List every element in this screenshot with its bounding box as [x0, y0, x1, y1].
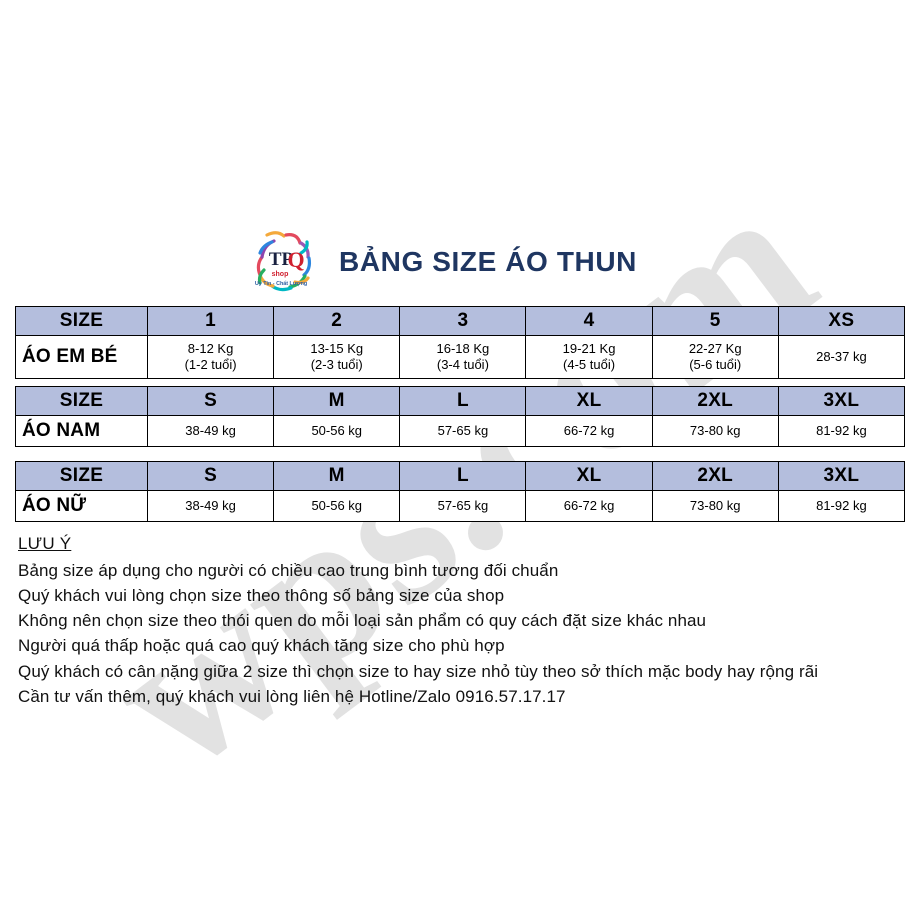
- note-line: Người quá thấp hoặc quá cao quý khách tă…: [18, 636, 505, 656]
- svg-text:Uy Tín - Chất Lượng: Uy Tín - Chất Lượng: [255, 280, 307, 287]
- svg-text:Q: Q: [287, 247, 304, 272]
- header-col-5: 5: [651, 306, 779, 336]
- cell-2: 50-56 kg: [273, 490, 401, 522]
- notes-heading: LƯU Ý: [18, 534, 72, 553]
- cell-3: 16-18 Kg (3-4 tuổi): [399, 335, 527, 379]
- header-col-1: 1: [146, 306, 275, 336]
- page-title: BẢNG SIZE ÁO THUN: [339, 246, 637, 277]
- header-col-6: XS: [777, 306, 906, 336]
- cell-weight: 16-18 Kg: [436, 340, 490, 356]
- header-size-label: SIZE: [15, 461, 148, 491]
- chart-header: TP Q shop Uy Tín - Chất Lượng BẢNG SIZE …: [0, 222, 922, 302]
- cell-weight: 28-37 kg: [816, 348, 867, 364]
- table-row: ÁO NAM 38-49 kg 50-56 kg 57-65 kg 66-72 …: [15, 415, 906, 447]
- cell-age: (2-3 tuổi): [310, 357, 363, 372]
- cell-age: (4-5 tuổi): [563, 357, 616, 372]
- table-row: ÁO EM BÉ 8-12 Kg (1-2 tuổi) 13-15 Kg (2-…: [15, 335, 906, 379]
- cell-weight: 8-12 Kg: [187, 340, 234, 356]
- svg-text:TP: TP: [269, 249, 294, 270]
- cell-5: 22-27 Kg (5-6 tuổi): [651, 335, 779, 379]
- cell-4: 19-21 Kg (4-5 tuổi): [525, 335, 653, 379]
- header-col-5: 2XL: [651, 461, 779, 491]
- header-col-4: 4: [525, 306, 653, 336]
- row-label: ÁO NAM: [15, 415, 148, 447]
- cell-weight: 19-21 Kg: [562, 340, 616, 356]
- cell-weight: 22-27 Kg: [688, 340, 742, 356]
- table-header-row: SIZE 1 2 3 4 5 XS: [15, 306, 906, 336]
- notes-section: LƯU Ý Bảng size áp dụng cho người có chi…: [18, 534, 898, 709]
- header-col-2: 2: [273, 306, 401, 336]
- cell-6: 28-37 kg: [777, 335, 906, 379]
- cell-weight: 13-15 Kg: [310, 340, 364, 356]
- svg-text:shop: shop: [272, 271, 289, 278]
- header-col-4: XL: [525, 461, 653, 491]
- cell-age: (1-2 tuổi): [184, 357, 237, 372]
- note-line: Bảng size áp dụng cho người có chiều cao…: [18, 561, 559, 580]
- cell-5: 73-80 kg: [651, 490, 779, 522]
- cell-6: 81-92 kg: [777, 490, 906, 522]
- cell-3: 57-65 kg: [399, 490, 527, 522]
- note-line: Quý khách vui lòng chọn size theo thông …: [18, 586, 505, 606]
- cell-2: 13-15 Kg (2-3 tuổi): [273, 335, 401, 379]
- header-col-3: 3: [399, 306, 527, 336]
- cell-age: (5-6 tuổi): [689, 357, 742, 372]
- cell-4: 66-72 kg: [525, 415, 653, 447]
- cell-6: 81-92 kg: [777, 415, 906, 447]
- cell-4: 66-72 kg: [525, 490, 653, 522]
- cell-5: 73-80 kg: [651, 415, 779, 447]
- header-col-6: 3XL: [777, 461, 906, 491]
- header-col-3: L: [399, 461, 527, 491]
- header-size-label: SIZE: [15, 386, 148, 416]
- cell-2: 50-56 kg: [273, 415, 401, 447]
- ao-nam-table: SIZE S M L XL 2XL 3XL ÁO NAM 38-49 kg 50…: [15, 386, 906, 447]
- header-col-1: S: [146, 386, 275, 416]
- table-header-row: SIZE S M L XL 2XL 3XL: [15, 386, 906, 416]
- ao-em-be-table: SIZE 1 2 3 4 5 XS ÁO EM BÉ 8-12 Kg (1-2 …: [15, 306, 906, 379]
- tpq-shop-logo-icon: TP Q shop Uy Tín - Chất Lượng: [243, 226, 319, 298]
- header-size-label: SIZE: [15, 306, 148, 336]
- header-col-2: M: [273, 386, 401, 416]
- cell-1: 38-49 kg: [146, 415, 275, 447]
- header-col-6: 3XL: [777, 386, 906, 416]
- header-col-3: L: [399, 386, 527, 416]
- row-label: ÁO NỮ: [15, 490, 148, 522]
- note-line: Không nên chọn size theo thói quen do mỗ…: [18, 611, 707, 631]
- ao-nu-table: SIZE S M L XL 2XL 3XL ÁO NỮ 38-49 kg 50-…: [15, 461, 906, 522]
- cell-3: 57-65 kg: [399, 415, 527, 447]
- cell-1: 8-12 Kg (1-2 tuổi): [146, 335, 275, 379]
- header-col-5: 2XL: [651, 386, 779, 416]
- header-col-4: XL: [525, 386, 653, 416]
- cell-age: (3-4 tuổi): [436, 357, 489, 372]
- note-line: Quý khách có cân nặng giữa 2 size thì ch…: [18, 661, 819, 681]
- header-col-1: S: [146, 461, 275, 491]
- note-line: Cần tư vấn thêm, quý khách vui lòng liên…: [18, 686, 566, 706]
- row-label: ÁO EM BÉ: [15, 335, 148, 379]
- table-header-row: SIZE S M L XL 2XL 3XL: [15, 461, 906, 491]
- cell-1: 38-49 kg: [146, 490, 275, 522]
- table-row: ÁO NỮ 38-49 kg 50-56 kg 57-65 kg 66-72 k…: [15, 490, 906, 522]
- header-col-2: M: [273, 461, 401, 491]
